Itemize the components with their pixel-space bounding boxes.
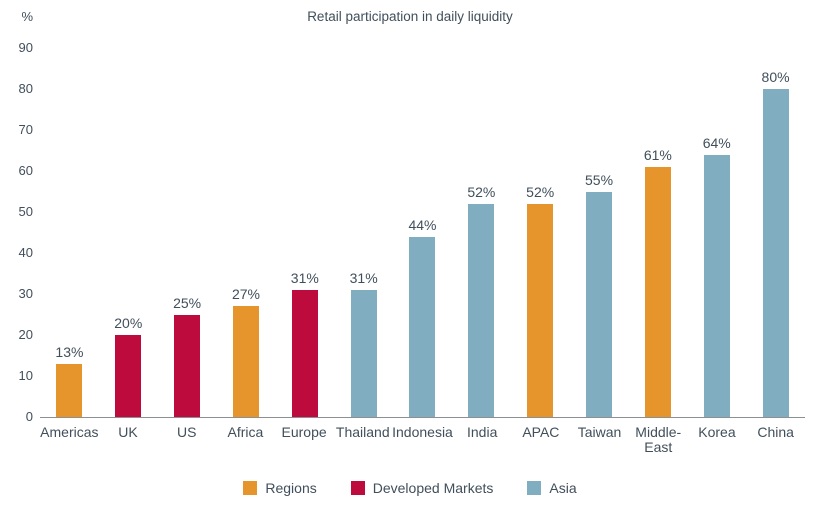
legend-item: Asia xyxy=(527,480,577,496)
bar xyxy=(232,306,259,417)
bar-value-label: 61% xyxy=(643,146,672,163)
bar-value-label: 52% xyxy=(526,183,555,200)
bar-group: 55% xyxy=(570,48,629,417)
legend-swatch-icon xyxy=(527,481,542,495)
x-axis-category-label: Americas xyxy=(40,424,99,440)
bar xyxy=(409,236,436,417)
y-axis-tick-label: 0 xyxy=(25,409,33,424)
x-axis-category-label: Middle-East xyxy=(635,424,682,455)
bar xyxy=(350,289,377,417)
y-axis-tick-label: 90 xyxy=(18,40,33,55)
bar-value-label: 52% xyxy=(467,183,496,200)
bar xyxy=(291,289,318,417)
bar-group: 52% xyxy=(511,48,570,417)
x-axis-category-label: Thailand xyxy=(335,424,390,440)
y-axis-tick-label: 10 xyxy=(18,368,33,383)
bar xyxy=(56,363,83,417)
bar-value-label: 55% xyxy=(585,171,614,188)
bar-group: 13% xyxy=(40,48,99,417)
bar-value-label: 44% xyxy=(408,216,437,233)
bar-value-label: 20% xyxy=(114,315,143,331)
y-axis-unit-label: % xyxy=(21,9,33,24)
plot-area: 13% 20% 25% 27% 31% 31% 44% 52% 52% 55% 61% 64% 80% xyxy=(40,48,805,418)
bar-value-label: 27% xyxy=(231,286,260,303)
bar-value-label: 31% xyxy=(349,269,378,286)
bar xyxy=(762,89,789,417)
y-axis-tick-label: 20 xyxy=(18,327,33,342)
legend-item: Regions xyxy=(243,480,317,496)
x-axis-category-label: APAC xyxy=(522,424,560,440)
legend-label: Asia xyxy=(549,480,577,496)
x-axis-category-label: China xyxy=(757,424,794,440)
x-axis-category-label: India xyxy=(467,424,498,440)
bar-value-label: 80% xyxy=(761,69,790,85)
x-axis-category-label: Africa xyxy=(227,424,264,440)
bar-value-label: 13% xyxy=(55,343,84,360)
y-axis-tick-label: 80 xyxy=(18,81,33,96)
bar-group: 31% xyxy=(275,48,334,417)
bar xyxy=(174,314,201,417)
bar-group: 52% xyxy=(452,48,511,417)
bar-group: 31% xyxy=(334,48,393,417)
x-axis-category-label: US xyxy=(176,424,197,440)
legend-item: Developed Markets xyxy=(350,480,494,496)
legend-label: Developed Markets xyxy=(372,480,494,496)
bar xyxy=(468,203,495,417)
bar-group: 20% xyxy=(99,48,158,417)
bar xyxy=(703,154,730,417)
x-axis-category-label: Taiwan xyxy=(577,424,622,440)
x-axis-category-label: UK xyxy=(118,424,138,440)
bar xyxy=(527,203,554,417)
x-axis-category-label: Europe xyxy=(281,424,327,440)
chart-title: Retail participation in daily liquidity xyxy=(307,9,513,24)
bar-group: 80% xyxy=(746,48,805,417)
legend: Regions Developed Markets Asia xyxy=(0,480,820,496)
legend-swatch-icon xyxy=(350,481,365,495)
bar-group: 25% xyxy=(158,48,217,417)
bar-group: 27% xyxy=(217,48,276,417)
x-axis-category-label: Korea xyxy=(698,424,736,440)
bar-group: 61% xyxy=(628,48,687,417)
bar xyxy=(586,191,613,417)
bar-group: 64% xyxy=(687,48,746,417)
bar-group: 44% xyxy=(393,48,452,417)
legend-swatch-icon xyxy=(243,481,258,495)
y-axis-tick-label: 40 xyxy=(18,245,33,260)
bar xyxy=(644,166,671,417)
legend-label: Regions xyxy=(265,480,317,496)
bar-value-label: 25% xyxy=(173,294,202,311)
y-axis-tick-label: 70 xyxy=(18,122,33,137)
y-axis-tick-label: 30 xyxy=(18,286,33,301)
bar-value-label: 64% xyxy=(702,134,731,151)
y-axis-tick-label: 60 xyxy=(18,163,33,178)
x-axis-labels: Americas UK US Africa Europe Thailand Indonesi… xyxy=(40,425,805,455)
bar-value-label: 31% xyxy=(290,269,319,286)
y-axis-tick-label: 50 xyxy=(18,204,33,219)
x-axis-category-label: Indonesia xyxy=(392,424,453,440)
bar xyxy=(115,335,142,417)
